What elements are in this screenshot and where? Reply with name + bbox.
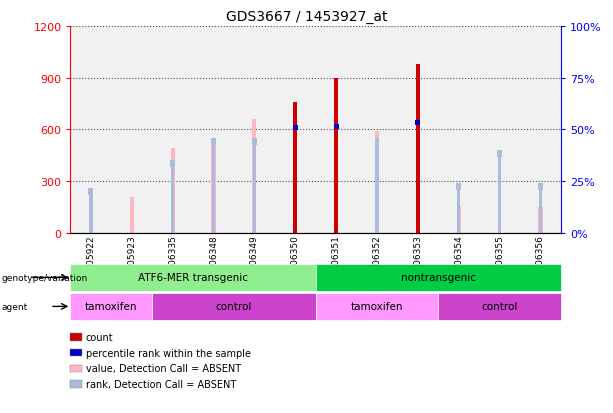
Bar [416, 65, 420, 233]
Text: genotype/variation: genotype/variation [1, 273, 88, 282]
Bar [211, 142, 216, 233]
Bar [316, 264, 561, 291]
Bar [88, 189, 93, 195]
Bar [89, 211, 93, 233]
Bar [70, 293, 152, 320]
Bar [520, 27, 561, 233]
Bar [89, 192, 93, 233]
Bar [316, 27, 357, 233]
Text: count: count [86, 332, 113, 342]
Bar [252, 139, 257, 145]
Bar [293, 102, 297, 233]
Bar [479, 27, 520, 233]
Bar [539, 187, 542, 233]
Bar [416, 121, 421, 126]
Bar [333, 125, 338, 130]
Bar [170, 161, 175, 168]
Text: control: control [481, 301, 518, 312]
Text: percentile rank within the sample: percentile rank within the sample [86, 348, 251, 358]
Bar [438, 293, 561, 320]
Bar [234, 27, 275, 233]
Text: agent: agent [1, 302, 28, 311]
Bar [253, 120, 256, 233]
Text: tamoxifen: tamoxifen [351, 301, 403, 312]
Bar [70, 27, 112, 233]
Bar [357, 27, 397, 233]
Bar [70, 264, 316, 291]
Text: GDS3667 / 1453927_at: GDS3667 / 1453927_at [226, 10, 387, 24]
Bar [457, 206, 461, 233]
Bar [456, 183, 461, 190]
Text: tamoxifen: tamoxifen [85, 301, 137, 312]
Bar [130, 197, 134, 233]
Bar [438, 27, 479, 233]
Bar [538, 183, 543, 190]
Bar [375, 139, 379, 145]
Bar [497, 151, 502, 158]
Bar [211, 139, 216, 145]
Bar [316, 293, 438, 320]
Bar [152, 293, 316, 320]
Bar [375, 132, 379, 233]
Bar [212, 142, 215, 233]
Bar [193, 27, 234, 233]
Bar [457, 187, 460, 233]
Text: ATF6-MER transgenic: ATF6-MER transgenic [138, 273, 248, 283]
Text: rank, Detection Call = ABSENT: rank, Detection Call = ABSENT [86, 379, 236, 389]
Text: value, Detection Call = ABSENT: value, Detection Call = ABSENT [86, 363, 241, 373]
Bar [293, 126, 298, 131]
Bar [538, 207, 543, 233]
Bar [334, 78, 338, 233]
Text: control: control [216, 301, 252, 312]
Bar [375, 142, 379, 233]
Bar [397, 27, 438, 233]
Bar [152, 27, 193, 233]
Bar [498, 154, 501, 233]
Bar [170, 149, 175, 233]
Bar [112, 27, 152, 233]
Bar [253, 142, 256, 233]
Text: nontransgenic: nontransgenic [401, 273, 476, 283]
Bar [275, 27, 316, 233]
Bar [171, 164, 174, 233]
